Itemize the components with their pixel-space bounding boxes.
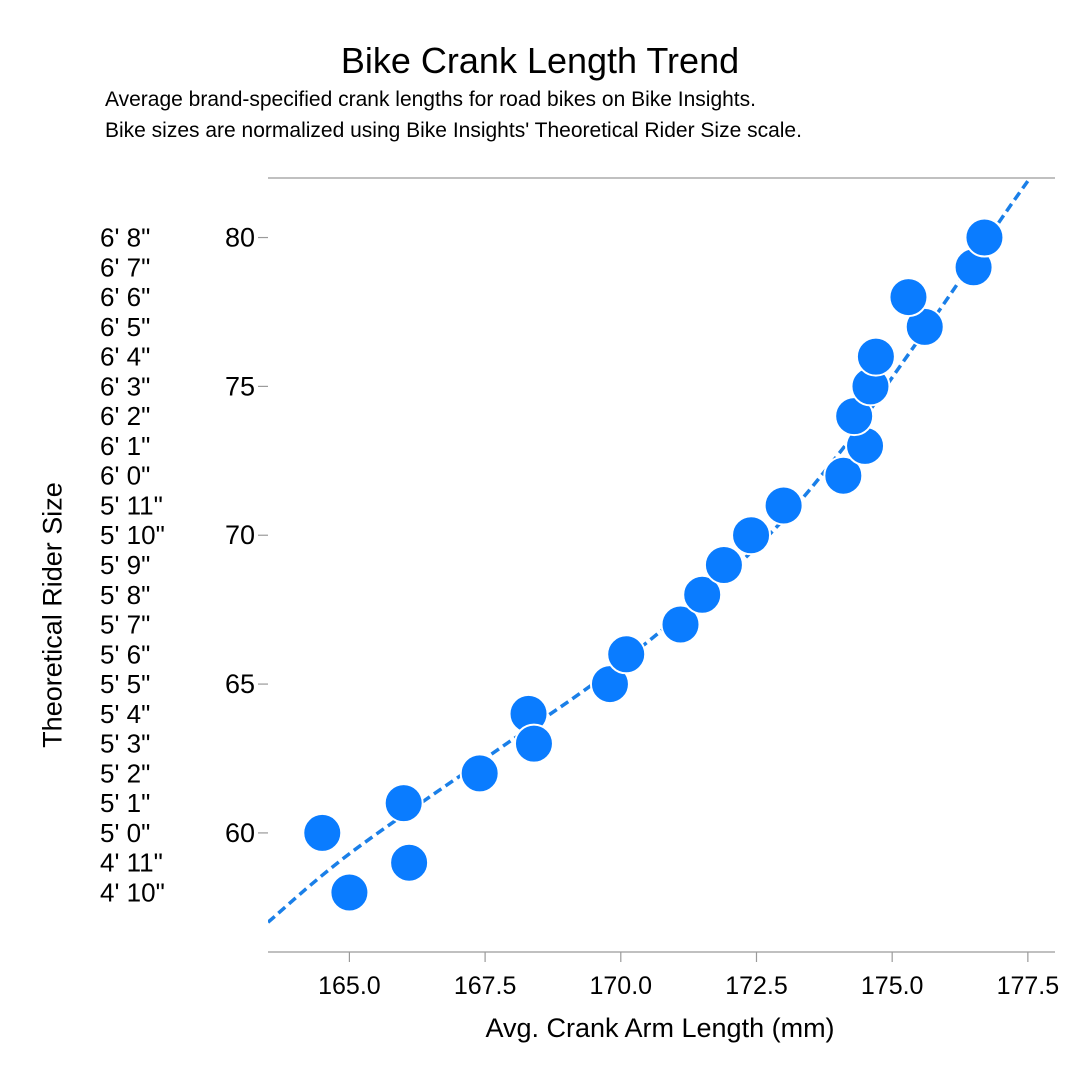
rider-height-label: 6' 4" [100,342,150,372]
data-point [823,455,864,496]
x-tick-label: 177.5 [997,972,1060,1000]
y-tick-label: 65 [225,669,255,699]
y-tick-label: 75 [225,371,255,401]
rider-height-label: 6' 5" [100,312,150,342]
rider-height-label: 6' 1" [100,431,150,461]
rider-height-label: 5' 6" [100,639,150,669]
rider-height-label: 6' 0" [100,461,150,491]
y-tick-label: 60 [225,818,255,848]
rider-height-label: 6' 2" [100,401,150,431]
rider-height-label: 6' 8" [100,223,150,253]
data-point [731,515,772,556]
rider-height-label: 5' 9" [100,550,150,580]
chart-subtitle-line-1: Average brand-specified crank lengths fo… [105,88,756,111]
rider-height-label: 5' 8" [100,580,150,610]
rider-height-label: 5' 1" [100,788,150,818]
data-point [888,277,929,318]
rider-height-label: 6' 6" [100,282,150,312]
rider-height-label: 5' 3" [100,729,150,759]
rider-height-label: 5' 5" [100,669,150,699]
data-point [703,545,744,585]
data-point [660,604,701,645]
rider-height-label: 5' 0" [100,818,150,848]
x-tick-label: 175.0 [861,972,924,1000]
rider-height-label: 5' 11" [100,490,163,520]
x-tick-label: 172.5 [725,972,788,1000]
y-tick-label: 70 [225,520,255,550]
data-point [964,217,1005,258]
data-point [389,842,430,883]
data-point [855,336,896,377]
data-point [302,812,343,853]
data-point [682,574,723,615]
rider-height-label: 5' 7" [100,610,150,640]
data-point [606,634,647,675]
x-tick-label: 167.5 [454,972,517,1000]
x-axis-label: Avg. Crank Arm Length (mm) [485,1013,835,1043]
rider-height-label: 6' 3" [100,371,150,401]
rider-height-label: 5' 4" [100,699,150,729]
data-point [383,783,424,824]
y-tick-label: 80 [225,223,255,253]
rider-height-label: 6' 7" [100,252,150,282]
data-point [513,723,554,764]
x-tick-label: 165.0 [318,972,381,1000]
x-tick-label: 170.0 [590,972,653,1000]
chart-title: Bike Crank Length Trend [340,40,740,81]
rider-height-label: 4' 11" [100,848,163,878]
chart-subtitle-line-2: Bike sizes are normalized using Bike Ins… [105,119,802,142]
data-point [459,753,500,794]
rider-height-label: 5' 10" [100,520,165,550]
rider-height-label: 4' 10" [100,877,165,907]
data-point [329,872,370,913]
data-point [763,485,804,526]
y-axis-label: Theoretical Rider Size [37,482,68,748]
rider-height-label: 5' 2" [100,758,150,788]
